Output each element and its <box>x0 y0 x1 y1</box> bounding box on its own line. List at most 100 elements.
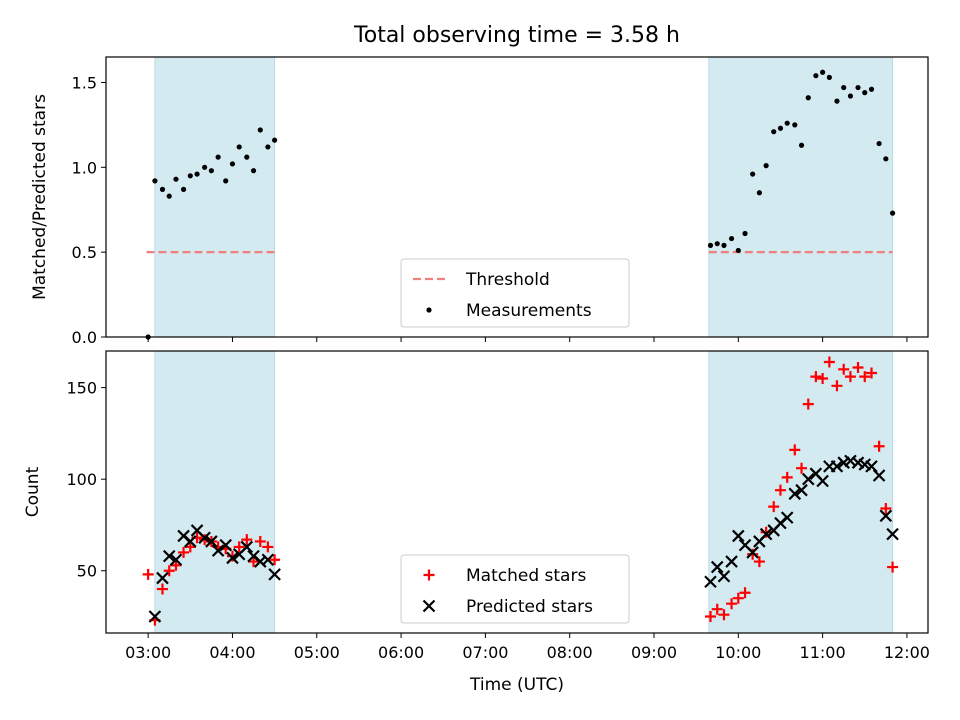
measurements-point-32 <box>798 142 805 148</box>
predicted-stars-point-34 <box>816 474 829 488</box>
measurements-point-11 <box>223 178 229 184</box>
predicted-stars-point-26 <box>759 527 773 541</box>
measurements-point-26 <box>756 190 762 196</box>
matched-stars-point-44 <box>880 502 892 514</box>
measurements-point-2 <box>159 186 166 192</box>
y-tick-label-2: 1.0 <box>72 158 97 177</box>
matched-stars-point-13 <box>233 541 245 553</box>
matched-stars-point-37 <box>831 380 843 392</box>
legend-box <box>400 554 630 624</box>
legend-swatch-matched-stars <box>423 569 435 581</box>
predicted-stars-point-41 <box>865 460 878 473</box>
x-tick-label-1: 04:00 <box>209 643 255 662</box>
x-tick-label-2: 05:00 <box>294 643 340 662</box>
matched-stars-point-3 <box>163 565 175 577</box>
matched-stars-point-22 <box>726 598 738 610</box>
y-tick-label-0: 0.0 <box>72 328 97 347</box>
measurements-point-5 <box>180 186 187 192</box>
x-tick-label-0: 03:00 <box>125 643 171 662</box>
bottom-y-axis-label: Count <box>23 466 43 517</box>
matched-stars-point-38 <box>838 363 850 375</box>
measurements-point-29 <box>777 125 784 131</box>
predicted-stars-point-19 <box>710 560 724 574</box>
x-tick-label-4: 07:00 <box>462 643 508 662</box>
predicted-stars-point-10 <box>219 538 232 552</box>
matched-stars-point-34 <box>810 371 822 383</box>
measurements-point-16 <box>257 127 263 133</box>
measurements-point-36 <box>826 74 832 80</box>
matched-stars-point-21 <box>718 609 730 621</box>
measurements-point-10 <box>215 154 221 160</box>
predicted-stars-point-36 <box>830 460 844 473</box>
chart-title: Total observing time = 3.58 h <box>353 23 680 48</box>
x-tick-label-6: 09:00 <box>631 643 677 662</box>
measurements-point-24 <box>742 230 748 237</box>
predicted-stars-point-13 <box>240 540 254 554</box>
measurements-point-21 <box>721 242 727 248</box>
predicted-stars-point-31 <box>795 483 808 497</box>
measurements-point-18 <box>272 137 278 143</box>
x-tick-label-9: 12:00 <box>884 643 930 662</box>
predicted-stars-point-21 <box>725 555 738 568</box>
measurements-point-34 <box>813 73 819 79</box>
measurements-point-43 <box>876 140 882 147</box>
measurements-point-38 <box>841 84 847 91</box>
measurements-point-33 <box>805 95 811 101</box>
measurements-point-8 <box>202 164 208 170</box>
x-tick-label-8: 11:00 <box>800 643 846 662</box>
predicted-stars-point-2 <box>162 549 176 563</box>
predicted-stars-point-20 <box>717 569 731 583</box>
shaded-window-1 <box>708 56 894 338</box>
measurements-point-15 <box>250 168 257 174</box>
measurements-point-20 <box>714 241 720 247</box>
matched-stars-point-43 <box>873 440 885 452</box>
measurements-point-6 <box>187 173 193 179</box>
predicted-stars-point-32 <box>802 472 815 486</box>
matched-stars-point-23 <box>732 592 744 604</box>
legend-label-threshold: Threshold <box>465 270 550 290</box>
axes-frame <box>105 56 929 338</box>
top-panel-ratio: 0.0 0.5 1.0 1.5 Threshold Measurements <box>72 56 929 347</box>
predicted-stars-point-15 <box>254 555 267 568</box>
matched-stars-point-28 <box>768 501 780 513</box>
measurements-point-40 <box>855 84 861 91</box>
predicted-stars-point-0 <box>148 610 162 623</box>
measurements-point-19 <box>707 242 714 248</box>
predicted-stars-point-8 <box>205 535 218 548</box>
matched-stars-point-41 <box>859 371 871 383</box>
matched-stars-point-30 <box>781 471 793 483</box>
shaded-window-0 <box>154 56 276 338</box>
matched-stars-point-0 <box>142 568 154 580</box>
measurements-point-41 <box>862 90 868 96</box>
measurements-point-9 <box>208 168 214 174</box>
matched-stars-point-25 <box>747 548 759 560</box>
matched-stars-point-42 <box>866 367 878 379</box>
predicted-stars-point-16 <box>261 553 275 567</box>
y-tick-label-1: 0.5 <box>72 243 97 262</box>
matched-stars-point-19 <box>704 611 716 623</box>
measurements-point-13 <box>236 144 242 150</box>
measurements-point-45 <box>889 210 896 216</box>
y-tick-label-3: 1.5 <box>72 73 97 92</box>
measurements-point-14 <box>244 154 250 160</box>
predicted-stars-point-5 <box>184 535 197 548</box>
measurements-point-44 <box>883 156 889 162</box>
matched-stars-point-18 <box>269 554 281 566</box>
measurements-point-31 <box>792 122 798 128</box>
predicted-stars-point-18 <box>704 575 717 589</box>
x-tick-label-7: 10:00 <box>715 643 761 662</box>
shaded-window-0 <box>154 350 276 634</box>
matched-stars-point-4 <box>170 559 182 571</box>
predicted-stars-point-3 <box>169 553 183 567</box>
measurements-point-17 <box>265 144 271 150</box>
matched-stars-point-31 <box>789 444 801 456</box>
measurements-point-30 <box>784 120 790 126</box>
measurements-point-1 <box>152 178 158 184</box>
top-y-axis-label: Matched/Predicted stars <box>30 94 50 300</box>
measurements-point-12 <box>229 161 236 167</box>
y-tick-label-0: 50 <box>77 562 97 581</box>
matched-stars-point-14 <box>241 534 253 546</box>
matched-stars-point-2 <box>156 583 168 595</box>
y-tick-label-2: 150 <box>66 379 97 398</box>
